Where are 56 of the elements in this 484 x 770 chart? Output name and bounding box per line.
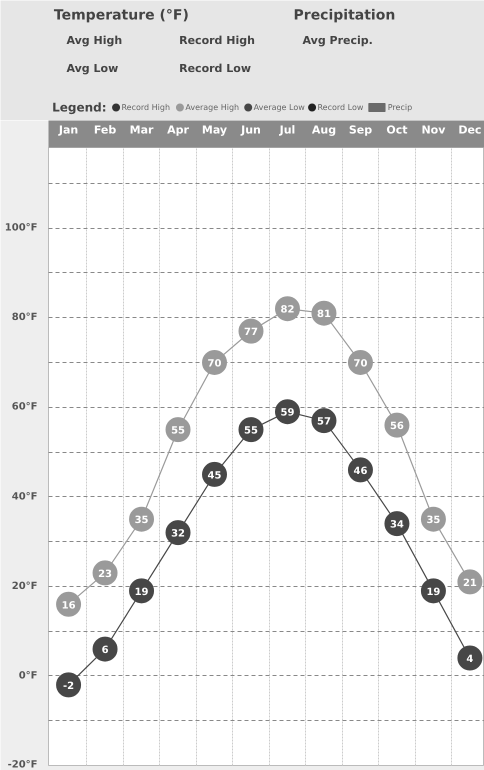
x-tick-label: Aug [312, 124, 336, 136]
data-label: 70 [208, 358, 222, 370]
data-label: 19 [426, 586, 440, 598]
y-tick-label: -20°F [8, 760, 38, 770]
legend-label: Average Low [254, 103, 306, 112]
data-label: 32 [171, 528, 186, 540]
y-tick-label: 60°F [12, 402, 38, 413]
y-tick-label: 80°F [12, 312, 38, 324]
y-tick-label: 0°F [18, 670, 38, 682]
legend-label: Record Low [317, 103, 364, 112]
data-label: 35 [134, 515, 149, 526]
data-label: 45 [208, 470, 222, 482]
data-label: 57 [317, 416, 331, 428]
data-label: 21 [462, 578, 477, 589]
data-label: 82 [280, 304, 294, 316]
x-tick-label: Mar [130, 124, 154, 136]
x-tick-label: Dec [458, 124, 482, 136]
y-tick-label: 40°F [12, 491, 38, 502]
data-label: 23 [98, 568, 112, 580]
data-label: 55 [244, 426, 258, 437]
x-tick-label: Jan [58, 124, 78, 136]
text: Record High [179, 34, 255, 47]
x-tick-label: Feb [94, 124, 116, 136]
data-label: 4 [466, 654, 474, 666]
x-tick-label: Sep [348, 124, 372, 136]
text: Avg Low [66, 62, 118, 75]
legend-label: Average High [185, 103, 240, 112]
legend-label: Record High [121, 103, 170, 112]
data-label: 56 [390, 421, 404, 432]
x-tick-label: Oct [386, 124, 408, 136]
chart-title: Temperature (°F) [54, 8, 189, 24]
x-tick-label: Nov [421, 124, 446, 136]
data-label: 19 [134, 586, 149, 598]
x-tick-label: Jul [278, 124, 296, 136]
x-tick-label: Apr [167, 124, 190, 136]
text: Avg Precip. [302, 34, 373, 47]
y-tick-label: 20°F [12, 580, 38, 592]
data-label: 70 [353, 358, 368, 370]
data-label: -2 [63, 680, 74, 692]
data-label: 77 [244, 327, 258, 338]
legend-label: Precip [388, 103, 412, 112]
data-label: 16 [62, 600, 76, 612]
text: Avg High [66, 34, 122, 47]
data-label: 81 [317, 309, 331, 320]
x-tick-label: May [202, 124, 228, 136]
data-label: 35 [426, 515, 440, 526]
y-tick-label: 100°F [4, 222, 38, 234]
data-label: 55 [171, 426, 186, 437]
x-tick-label: Jun [240, 124, 261, 136]
data-label: 59 [280, 408, 294, 419]
data-label: 6 [102, 645, 109, 656]
text: Precipitation [294, 8, 396, 24]
data-label: 34 [390, 520, 404, 531]
data-label: 46 [353, 466, 368, 477]
text: Record Low [179, 62, 251, 75]
legend-title: Legend: [52, 100, 107, 114]
